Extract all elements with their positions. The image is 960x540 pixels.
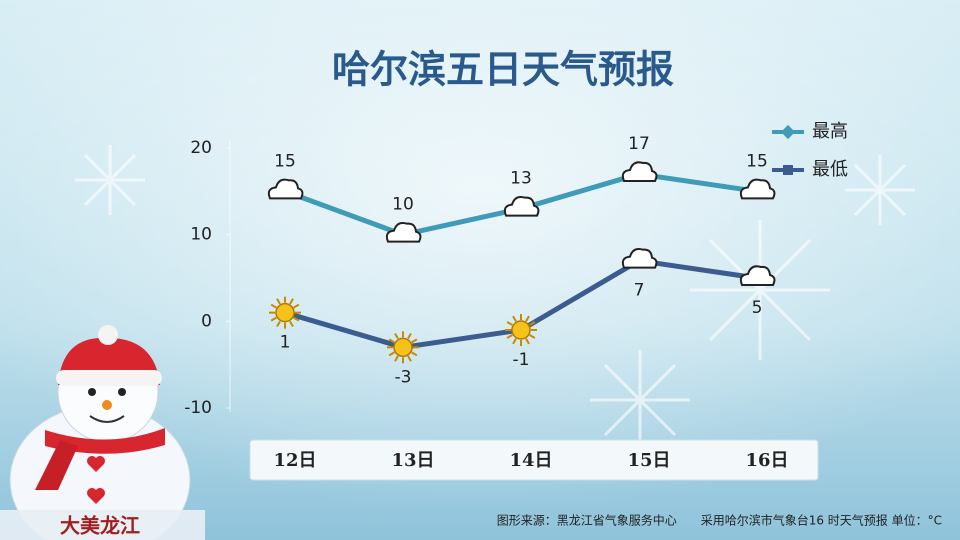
- chart-title: 哈尔滨五日天气预报: [332, 48, 674, 92]
- sun-ray: [289, 320, 294, 328]
- sun-ray: [506, 334, 513, 339]
- y-tick-label: -10: [184, 398, 212, 418]
- sun-ray: [293, 316, 300, 322]
- x-tick-label: 15日: [627, 450, 670, 471]
- value-label: 5: [752, 298, 763, 318]
- x-tick-label: 14日: [509, 450, 552, 471]
- y-tick-label: 20: [190, 138, 212, 158]
- sun-ray: [293, 303, 300, 309]
- legend-marker: [783, 165, 793, 175]
- cloud-shape: [503, 195, 540, 217]
- cloud-icon: [385, 221, 422, 243]
- cloud-shape: [621, 161, 658, 182]
- sun-ray: [270, 316, 277, 322]
- sun-ray: [506, 321, 513, 326]
- sun-ray: [411, 338, 418, 344]
- cloud-shape: [267, 178, 304, 200]
- category-band: [249, 439, 819, 481]
- sun-ray: [394, 355, 399, 362]
- sun-ray: [411, 351, 418, 357]
- sun-disc: [511, 320, 531, 340]
- sun-icon: [269, 296, 301, 329]
- value-label: 10: [392, 195, 414, 215]
- sun-ray: [525, 315, 530, 322]
- sun-ray: [276, 298, 281, 305]
- sun-ray: [270, 303, 277, 309]
- sun-icon: [505, 314, 537, 346]
- sun-ray: [529, 334, 536, 339]
- value-label: 1: [280, 333, 291, 353]
- x-tick-label: 16日: [745, 450, 788, 471]
- sun-ray: [388, 338, 395, 344]
- cloud-shape: [739, 265, 776, 286]
- badge: 大美龙江: [60, 514, 140, 538]
- sun-icon: [387, 331, 419, 364]
- snowflakes: [75, 145, 915, 450]
- y-tick-label: 0: [201, 311, 212, 331]
- cloud-shape: [621, 247, 658, 269]
- cloud-icon: [739, 178, 776, 200]
- value-label: -1: [513, 350, 530, 370]
- x-tick-label: 13日: [391, 450, 434, 471]
- sun-ray: [512, 338, 517, 345]
- sun-ray: [529, 321, 536, 326]
- sun-ray: [276, 320, 281, 328]
- value-label: 15: [746, 151, 768, 171]
- sun-disc: [393, 337, 413, 358]
- sun-disc: [275, 302, 295, 323]
- legend-marker: [780, 124, 796, 140]
- cloud-shape: [385, 221, 422, 243]
- cloud-icon: [267, 178, 304, 200]
- sun-ray: [525, 338, 530, 345]
- value-label: -3: [395, 367, 412, 387]
- snowman: [0, 325, 205, 540]
- value-label: 15: [274, 151, 296, 171]
- sun-ray: [388, 351, 395, 357]
- value-label: 7: [634, 281, 645, 301]
- x-tick-label: 12日: [273, 450, 316, 471]
- legend-label: 最低: [812, 159, 848, 180]
- sun-ray: [394, 332, 399, 340]
- y-tick-label: 10: [190, 225, 212, 245]
- cloud-icon: [739, 265, 776, 286]
- cloud-icon: [621, 247, 658, 269]
- legend-label: 最高: [812, 121, 848, 142]
- value-label: 13: [510, 169, 532, 189]
- sun-ray: [407, 332, 412, 340]
- cloud-shape: [739, 178, 776, 200]
- cloud-icon: [621, 161, 658, 182]
- sun-ray: [289, 298, 294, 305]
- cloud-icon: [503, 195, 540, 217]
- source-note: 图形来源：黑龙江省气象服务中心 采用哈尔滨市气象台16 时天气预报 单位：°C: [497, 513, 942, 528]
- sun-ray: [512, 315, 517, 322]
- sun-ray: [407, 355, 412, 362]
- value-label: 17: [628, 134, 650, 154]
